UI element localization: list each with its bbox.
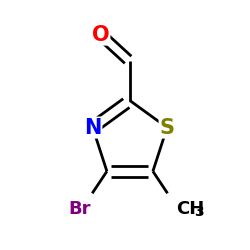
Text: O: O (92, 24, 109, 44)
Text: 3: 3 (194, 205, 203, 219)
Text: O: O (92, 24, 109, 44)
Text: S: S (160, 118, 174, 138)
Text: CH: CH (176, 200, 204, 218)
Text: N: N (84, 118, 102, 138)
Text: Br: Br (69, 200, 91, 218)
Text: S: S (160, 118, 174, 138)
Text: N: N (84, 118, 102, 138)
Text: Br: Br (69, 200, 91, 218)
